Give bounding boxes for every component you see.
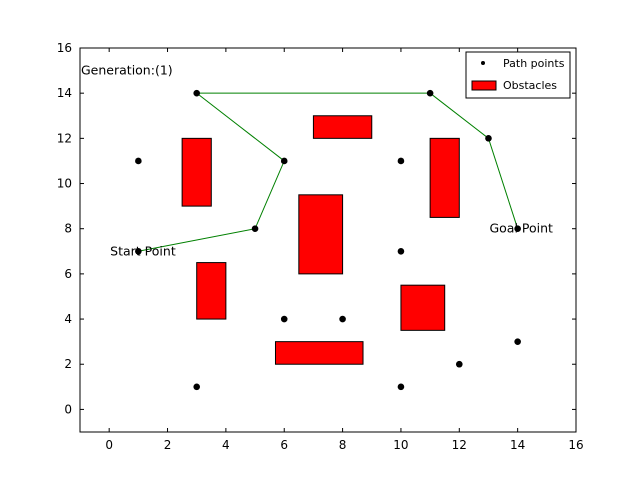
legend-marker-point	[481, 61, 485, 65]
path-point-13	[455, 360, 463, 368]
obstacle-5	[274, 341, 364, 365]
y-tick-label: 8	[64, 222, 72, 236]
path-point-3	[193, 89, 201, 97]
y-tick-label: 14	[57, 86, 72, 100]
x-tick-label: 8	[339, 438, 347, 452]
obstacle-2	[196, 262, 227, 320]
path-point-8	[339, 315, 346, 323]
path-point-6	[280, 157, 288, 165]
path-point-5	[251, 225, 259, 233]
y-tick-label: 2	[64, 357, 72, 371]
obstacle-7	[400, 284, 446, 331]
path-point-15	[514, 225, 521, 233]
obstacle-4	[298, 194, 344, 275]
annotation-1: Generation:(1)	[81, 63, 173, 78]
y-tick-label: 12	[57, 131, 72, 145]
path-point-2	[135, 247, 142, 255]
x-tick-label: 14	[510, 438, 525, 452]
path-point-14	[485, 135, 492, 142]
path-point-12	[426, 89, 434, 97]
y-tick-label: 4	[64, 312, 72, 326]
y-tick-label: 16	[57, 41, 72, 55]
x-tick-label: 10	[393, 438, 408, 452]
legend: Path points Obstacles	[465, 51, 571, 99]
legend-label: Path points	[503, 57, 565, 70]
x-tick-label: 2	[164, 438, 172, 452]
path-point-16	[514, 338, 521, 345]
x-tick-label: 12	[452, 438, 467, 452]
path-point-10	[397, 247, 405, 255]
annotation-2: Start Point	[110, 243, 176, 258]
axes-frame	[79, 47, 577, 433]
path-point-7	[280, 315, 288, 323]
legend-marker-rect	[471, 80, 497, 91]
y-tick-label: 6	[64, 267, 72, 281]
obstacle-3	[312, 115, 373, 139]
x-tick-label: 6	[280, 438, 288, 452]
obstacle-6	[429, 137, 460, 218]
obstacle-1	[181, 137, 212, 207]
y-tick-label: 0	[64, 402, 72, 416]
x-tick-label: 4	[222, 438, 230, 452]
path-point-4	[193, 383, 201, 391]
x-tick-label: 0	[105, 438, 113, 452]
path-point-9	[397, 157, 405, 165]
x-tick-label: 16	[568, 438, 583, 452]
legend-label: Obstacles	[503, 79, 557, 92]
path-point-1	[135, 157, 142, 165]
annotation-3: Goal Point	[489, 221, 553, 236]
y-tick-label: 10	[57, 177, 72, 191]
path-point-11	[397, 383, 405, 391]
